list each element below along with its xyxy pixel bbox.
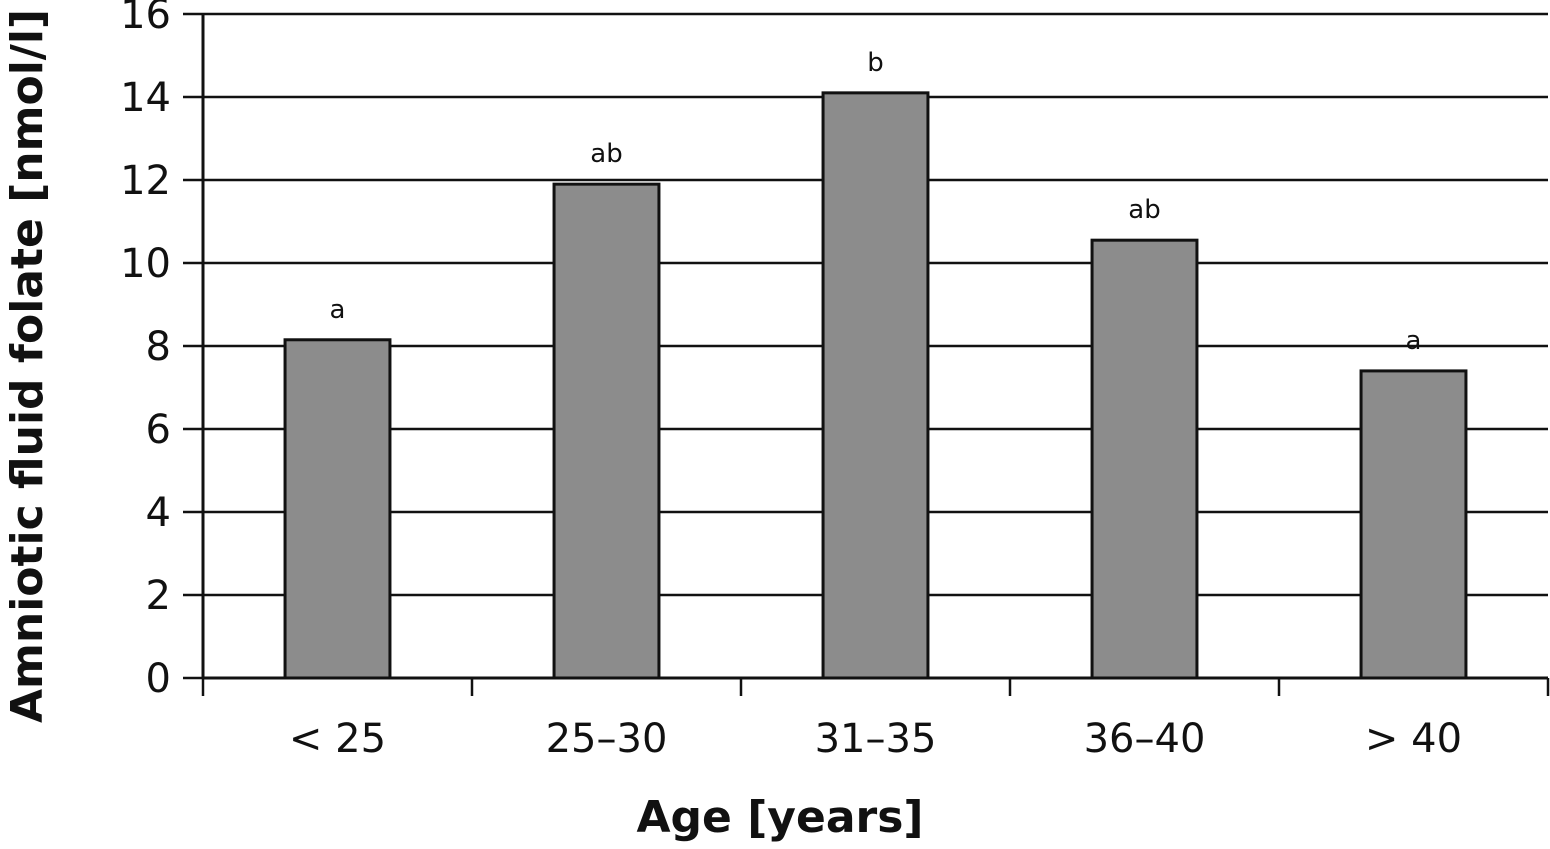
bar bbox=[552, 182, 661, 680]
bar bbox=[283, 338, 392, 680]
y-tick-label: 6 bbox=[146, 407, 171, 453]
bar bbox=[1359, 369, 1468, 680]
significance-label: ab bbox=[590, 139, 622, 169]
y-tick-label: 14 bbox=[120, 75, 171, 121]
significance-label: a bbox=[330, 295, 346, 325]
y-tick-label: 2 bbox=[146, 573, 171, 619]
significance-label: b bbox=[867, 48, 884, 78]
bar bbox=[1090, 238, 1199, 680]
x-tick-label: 25–30 bbox=[546, 716, 668, 762]
y-tick-label: 16 bbox=[120, 0, 171, 38]
bars bbox=[283, 91, 1468, 680]
y-tick-label: 10 bbox=[120, 241, 171, 287]
y-tick-label: 0 bbox=[146, 656, 171, 702]
labels: 0 2 4 6 8 10 12 14 16 a < 25 ab 25–30 b 31–35 ab 36–40 a >… bbox=[120, 0, 1462, 762]
y-tick-label: 12 bbox=[120, 158, 171, 204]
x-tick-label: > 40 bbox=[1365, 716, 1462, 762]
y-tick-label: 4 bbox=[146, 490, 171, 536]
x-tick-label: 31–35 bbox=[815, 716, 937, 762]
axes bbox=[183, 12, 1550, 696]
x-tick-label: 36–40 bbox=[1084, 716, 1206, 762]
x-tick-label: < 25 bbox=[289, 716, 386, 762]
x-axis-title: Age [years] bbox=[636, 792, 923, 843]
y-axis-title: Amniotic fluid folate [nmol/l] bbox=[2, 9, 53, 723]
significance-label: a bbox=[1406, 326, 1422, 356]
bar bbox=[821, 91, 930, 680]
y-tick-label: 8 bbox=[146, 324, 171, 370]
significance-label: ab bbox=[1128, 195, 1160, 225]
